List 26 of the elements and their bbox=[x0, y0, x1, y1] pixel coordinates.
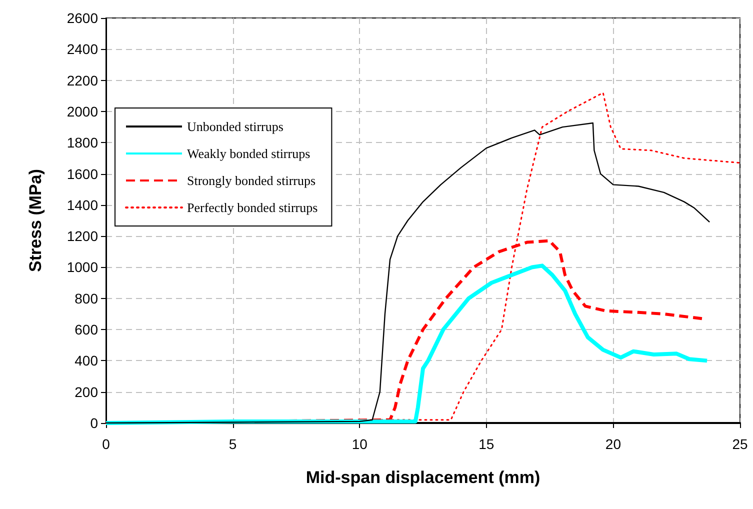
y-tick-label: 800 bbox=[74, 290, 98, 306]
y-tick-label: 2600 bbox=[66, 10, 98, 26]
x-tick-label: 10 bbox=[352, 436, 368, 452]
y-tick-label: 2400 bbox=[66, 41, 98, 58]
y-tick-label: 2200 bbox=[66, 72, 98, 88]
y-tick-label: 400 bbox=[74, 352, 98, 369]
legend-label: Strongly bonded stirrups bbox=[187, 173, 316, 188]
y-tick-label: 2000 bbox=[66, 103, 98, 120]
x-tick-label: 5 bbox=[228, 436, 237, 452]
y-tick-label: 0 bbox=[90, 415, 98, 431]
y-tick-label: 1000 bbox=[66, 259, 98, 276]
y-tick-label: 200 bbox=[74, 384, 98, 400]
y-tick-label: 1400 bbox=[66, 196, 98, 213]
x-tick-label: 20 bbox=[605, 436, 622, 452]
legend-label: Weakly bonded stirrups bbox=[187, 146, 310, 161]
legend-label: Perfectly bonded stirrups bbox=[187, 200, 318, 215]
x-tick-label: 25 bbox=[732, 436, 748, 452]
y-tick-label: 1200 bbox=[66, 228, 98, 244]
y-tick-label: 1600 bbox=[66, 166, 98, 182]
y-tick-label: 1800 bbox=[66, 134, 98, 151]
x-axis-title: Mid-span displacement (mm) bbox=[306, 468, 540, 487]
x-tick-label: 0 bbox=[102, 436, 110, 452]
legend-label: Unbonded stirrups bbox=[187, 119, 284, 134]
x-tick-label: 15 bbox=[478, 436, 494, 452]
y-tick-label: 600 bbox=[74, 322, 98, 338]
y-axis-title: Stress (MPa) bbox=[26, 169, 45, 272]
